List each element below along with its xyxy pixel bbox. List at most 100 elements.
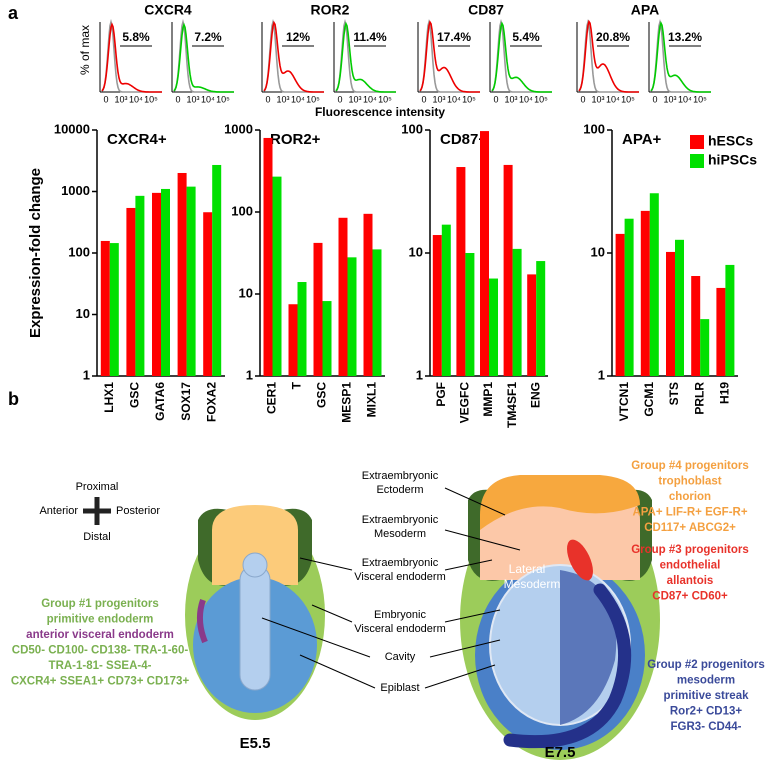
bar — [480, 131, 489, 376]
x-tick-label: GCM1 — [642, 382, 656, 417]
bar — [338, 217, 348, 376]
panel-label: b — [8, 389, 19, 409]
bar — [666, 251, 675, 376]
bar — [135, 195, 145, 376]
group-label: allantois — [667, 575, 714, 587]
histogram-curve — [173, 22, 234, 93]
group-label: Group #3 progenitors — [631, 544, 749, 556]
panel-label: a — [8, 3, 19, 23]
group-label: Group #4 progenitors — [631, 460, 749, 472]
extraembryonic-ectoderm — [480, 475, 640, 530]
compass-label: Proximal — [76, 481, 119, 493]
bar — [675, 239, 684, 376]
histogram-curve — [101, 22, 162, 93]
bar — [212, 164, 222, 376]
y-axis-label: Expression-fold change — [27, 168, 44, 338]
region-label: Lateral — [509, 562, 546, 576]
group-label: primitive endoderm — [47, 614, 154, 626]
group-label: APA+ LIF-R+ EGF-R+ — [632, 507, 747, 519]
x-tick-label: 10³ — [432, 94, 445, 104]
leader-line — [311, 604, 353, 623]
x-tick-label: 10⁵ — [144, 94, 158, 104]
compass-label: Anterior — [39, 505, 78, 517]
structure-label: Extraembryonic — [362, 557, 439, 569]
group-label: chorion — [669, 491, 711, 503]
structure-label: Mesoderm — [374, 528, 426, 540]
x-tick-label: 10⁴ — [363, 94, 377, 104]
y-tick-label: 1 — [598, 367, 605, 382]
histogram-title: ROR2 — [311, 2, 350, 18]
histogram-curve — [650, 21, 711, 93]
x-tick-label: 0 — [421, 94, 426, 104]
embryo-e55 — [185, 505, 325, 720]
gate-percent: 17.4% — [437, 30, 471, 44]
group-label: CD87+ CD60+ — [652, 591, 728, 603]
bar — [186, 186, 196, 376]
x-tick-label: 10⁵ — [534, 94, 548, 104]
structure-label: Extraembryonic — [362, 470, 439, 482]
x-tick-label: 0 — [265, 94, 270, 104]
x-tick-label: 10³ — [591, 94, 604, 104]
gate-percent: 11.4% — [353, 30, 387, 44]
legend-label: hiPSCs — [708, 152, 757, 168]
bar — [372, 249, 382, 376]
x-tick-label: 10⁴ — [519, 94, 533, 104]
bar — [512, 248, 522, 376]
histogram-title: CD87 — [468, 2, 504, 18]
x-axis-label: Fluorescence intensity — [315, 105, 445, 119]
histogram-curve — [419, 20, 480, 93]
y-tick-label: 100 — [583, 121, 605, 136]
group-label: Ror2+ CD13+ — [670, 706, 743, 718]
x-tick-label: 0 — [580, 94, 585, 104]
y-axis-label: % of max — [78, 25, 92, 75]
structure-label: Embryonic — [374, 609, 426, 621]
bar — [347, 257, 357, 376]
x-tick-label: ENG — [528, 382, 542, 408]
bar — [527, 274, 537, 376]
bar — [700, 319, 710, 376]
embryo-e75 — [460, 475, 660, 760]
gate-percent: 7.2% — [194, 30, 222, 44]
y-tick-label: 10 — [239, 285, 253, 300]
x-tick-label: 0 — [103, 94, 108, 104]
bar — [297, 282, 307, 376]
x-tick-label: PGF — [434, 382, 448, 407]
group-label: TRA-1-81- SSEA-4- — [49, 660, 152, 672]
compass-label: Posterior — [116, 505, 160, 517]
x-tick-label: STS — [667, 382, 681, 405]
bar — [313, 242, 323, 376]
group-label: Group #1 progenitors — [41, 598, 159, 610]
gate-percent: 5.8% — [122, 30, 150, 44]
structure-label: Extraembryonic — [362, 514, 439, 526]
x-tick-label: 10³ — [114, 94, 127, 104]
bar — [441, 224, 451, 376]
histogram-curve — [578, 19, 639, 93]
x-tick-label: 0 — [175, 94, 180, 104]
y-tick-label: 10 — [591, 244, 605, 259]
structure-label: Visceral endoderm — [354, 571, 446, 583]
x-tick-label: LHX1 — [102, 382, 116, 413]
x-tick-label: 10⁵ — [693, 94, 707, 104]
gate-percent: 20.8% — [596, 30, 630, 44]
leader-line — [299, 654, 376, 689]
group-label: CD50- CD100- CD138- TRA-1-60- — [12, 645, 189, 657]
y-tick-label: 1 — [246, 367, 253, 382]
leader-line — [444, 609, 501, 623]
bar — [126, 207, 136, 376]
gate-percent: 5.4% — [512, 30, 540, 44]
bar — [615, 233, 625, 376]
x-tick-label: 0 — [493, 94, 498, 104]
x-tick-label: TM4SF1 — [505, 382, 519, 428]
group-label: CD117+ ABCG2+ — [644, 522, 736, 534]
bar — [363, 213, 373, 376]
y-tick-label: 100 — [401, 121, 423, 136]
bar — [177, 172, 187, 376]
x-tick-label: 0 — [652, 94, 657, 104]
x-tick-label: VTCN1 — [617, 382, 631, 422]
lateral-mesoderm — [560, 570, 617, 725]
x-tick-label: 10³ — [186, 94, 199, 104]
histogram-curve — [263, 20, 324, 93]
y-tick-label: 1000 — [61, 183, 90, 198]
primitive-streak — [503, 583, 632, 749]
